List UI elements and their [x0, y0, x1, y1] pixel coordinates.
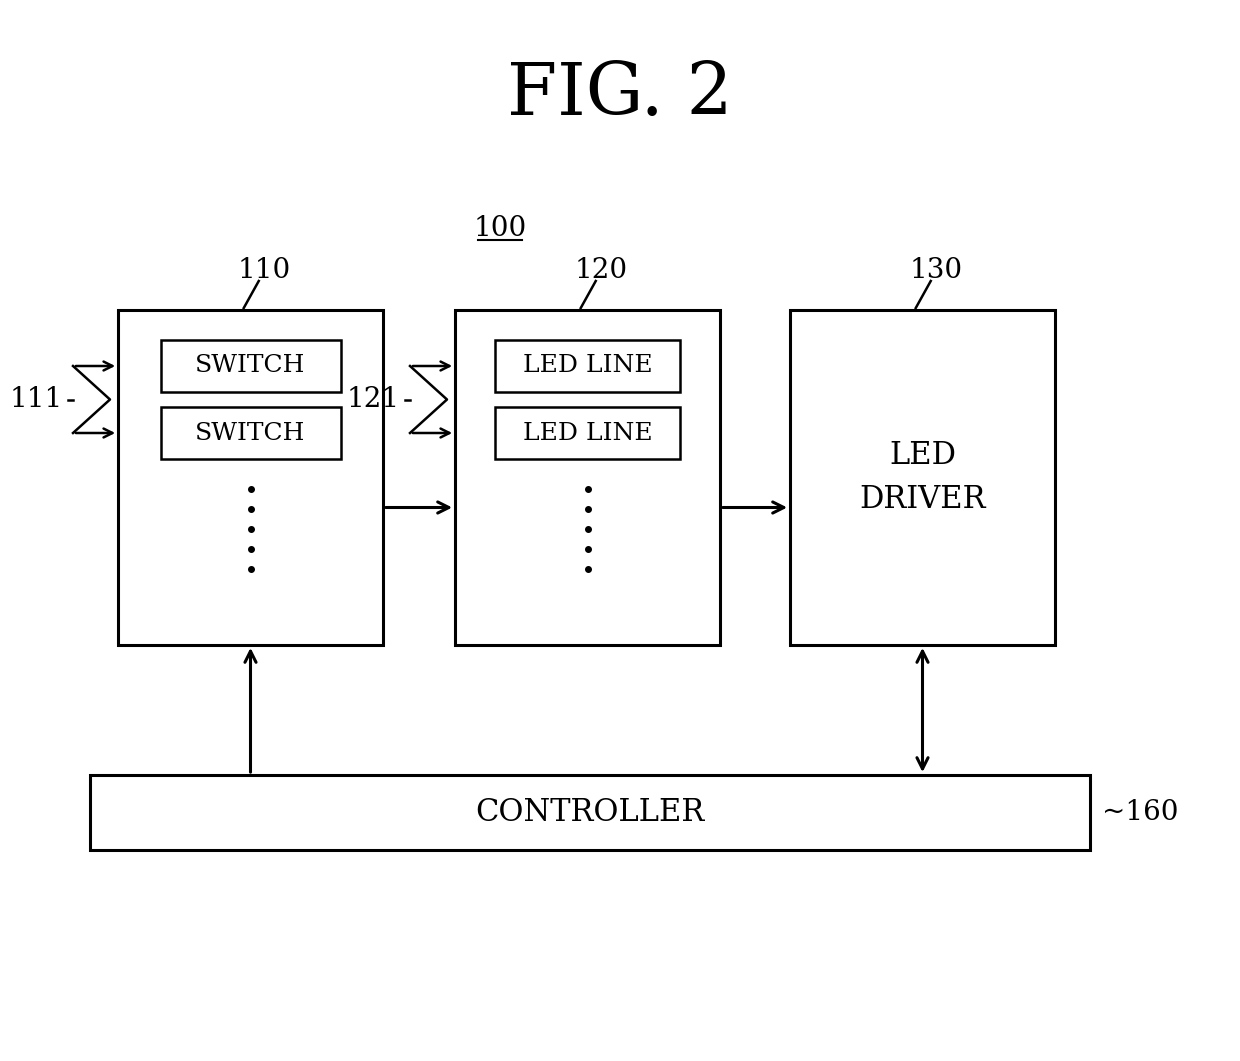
Bar [455, 310, 720, 645]
Bar [495, 340, 680, 392]
Text: 100: 100 [474, 214, 527, 242]
Bar [160, 407, 341, 459]
Bar [91, 775, 1090, 850]
Text: 111: 111 [10, 386, 63, 413]
Text: 110: 110 [237, 257, 290, 283]
Text: FIG. 2: FIG. 2 [507, 59, 733, 131]
Bar [495, 407, 680, 459]
Bar [160, 340, 341, 392]
Bar [118, 310, 383, 645]
Text: ~160: ~160 [1102, 799, 1178, 827]
Text: SWITCH: SWITCH [196, 421, 306, 445]
Text: 130: 130 [909, 257, 962, 283]
Text: LED LINE: LED LINE [523, 421, 652, 445]
Text: 121: 121 [347, 386, 401, 413]
Text: LED
DRIVER: LED DRIVER [859, 440, 986, 515]
Bar [790, 310, 1055, 645]
Text: LED LINE: LED LINE [523, 354, 652, 378]
Text: CONTROLLER: CONTROLLER [475, 797, 704, 828]
Text: 120: 120 [574, 257, 627, 283]
Text: SWITCH: SWITCH [196, 354, 306, 378]
